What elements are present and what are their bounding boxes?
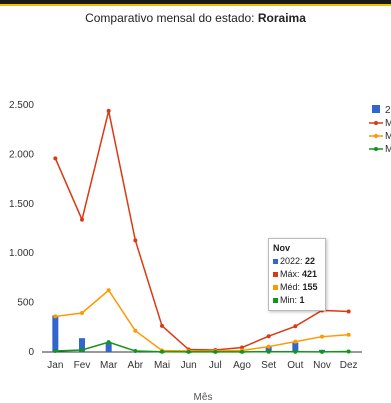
tooltip-value: 155: [302, 282, 318, 292]
chart-title: Comparativo mensal do estado: Roraima: [0, 11, 391, 25]
y-tick-label: 2.500: [9, 100, 34, 111]
y-tick-label: 0: [28, 347, 34, 358]
tooltip-label: Méd:: [280, 282, 303, 292]
series-point[interactable]: [240, 349, 244, 354]
bar[interactable]: [52, 315, 59, 352]
series-point[interactable]: [80, 217, 84, 222]
tooltip-label: 2022:: [280, 256, 306, 266]
tooltip-title: Nov: [273, 243, 291, 253]
y-tick-label: 1.500: [9, 199, 34, 210]
bar[interactable]: [292, 342, 299, 352]
series-point[interactable]: [80, 348, 84, 353]
x-tick-label: Nov: [313, 360, 331, 371]
y-tick-label: 2.000: [9, 149, 34, 160]
series-point[interactable]: [186, 349, 191, 354]
tooltip-row: 2022: 22: [273, 255, 321, 268]
series-point[interactable]: [133, 328, 138, 333]
tooltip-row: Min: 1: [273, 294, 321, 307]
legend-marker: [374, 147, 378, 151]
bar[interactable]: [105, 343, 112, 352]
tooltip-value: 1: [299, 295, 305, 305]
top-bar: [0, 0, 391, 6]
y-axis: 0 500 1.000 1.500 2.000 2.500: [9, 100, 362, 358]
legend-label: 2: [385, 105, 391, 116]
tooltip-swatch: [273, 285, 278, 291]
tooltip-label: Máx:: [280, 269, 303, 279]
tooltip: Nov 2022: 22 Máx: 421 Méd: 155 Min: 1: [268, 238, 326, 311]
series-point[interactable]: [53, 156, 58, 161]
series-point[interactable]: [346, 309, 351, 314]
legend-marker: [374, 134, 378, 138]
series-line[interactable]: [55, 289, 349, 352]
series-point[interactable]: [346, 349, 351, 354]
series-point[interactable]: [106, 340, 111, 345]
series-point[interactable]: [213, 349, 218, 354]
tooltip-swatch: [273, 298, 278, 304]
y-tick-label: 1.000: [9, 248, 34, 259]
series-point[interactable]: [320, 334, 324, 339]
chart-title-state: Roraima: [257, 11, 306, 25]
legend-label: M: [385, 144, 391, 155]
tooltip-swatch: [273, 259, 278, 265]
legend-marker: [374, 121, 378, 125]
series-point[interactable]: [293, 349, 298, 354]
x-tick-label: Fev: [74, 360, 91, 371]
x-tick-label: Mar: [100, 360, 118, 371]
legend-swatch: [372, 105, 380, 113]
series-line[interactable]: [55, 341, 349, 353]
y-tick-label: 500: [17, 298, 34, 309]
x-axis: Jan Fev Mar Abr Mai Jun Jul Ago Set Out Nov Dez: [47, 360, 357, 371]
x-tick-label: Jan: [47, 360, 63, 371]
series-line[interactable]: [54, 110, 349, 351]
series-point[interactable]: [293, 324, 298, 329]
series-point[interactable]: [266, 349, 271, 354]
x-tick-label: Set: [261, 360, 276, 371]
tooltip-rows: 2022: 22 Máx: 421 Méd: 155 Min: 1: [273, 255, 321, 307]
series-point[interactable]: [160, 323, 164, 328]
chart-title-prefix: Comparativo mensal do estado:: [85, 11, 255, 25]
tooltip-label: Min:: [280, 295, 300, 305]
series-point[interactable]: [53, 349, 58, 354]
series-point[interactable]: [160, 349, 164, 354]
series-point[interactable]: [133, 238, 138, 243]
legend-label: M: [385, 131, 391, 142]
series-point[interactable]: [133, 349, 138, 354]
series-point[interactable]: [106, 288, 111, 293]
series-point[interactable]: [80, 310, 84, 315]
line-series[interactable]: [53, 108, 351, 354]
bar[interactable]: [265, 346, 272, 352]
series-point[interactable]: [106, 108, 111, 113]
tooltip-row: Méd: 155: [273, 281, 321, 294]
x-tick-label: Jul: [209, 360, 222, 371]
tooltip-swatch: [273, 272, 278, 278]
series-point[interactable]: [53, 314, 58, 319]
bar[interactable]: [79, 338, 85, 352]
x-tick-label: Out: [287, 360, 303, 371]
tooltip-row: Máx: 421: [273, 268, 321, 281]
x-tick-label: Jun: [181, 360, 197, 371]
series-point[interactable]: [240, 345, 244, 350]
legend-label: M: [385, 118, 391, 129]
x-tick-label: Mai: [154, 360, 170, 371]
tooltip-value: 421: [302, 269, 318, 279]
tooltip-value: 22: [305, 256, 316, 266]
series-point[interactable]: [266, 334, 271, 339]
x-tick-label: Abr: [128, 360, 144, 371]
x-tick-label: Dez: [340, 360, 358, 371]
series-point[interactable]: [320, 349, 324, 354]
series-point[interactable]: [293, 339, 298, 344]
series-point[interactable]: [346, 332, 351, 337]
series-point[interactable]: [266, 344, 271, 349]
x-tick-label: Ago: [233, 360, 251, 371]
x-axis-label: Mês: [194, 392, 213, 403]
